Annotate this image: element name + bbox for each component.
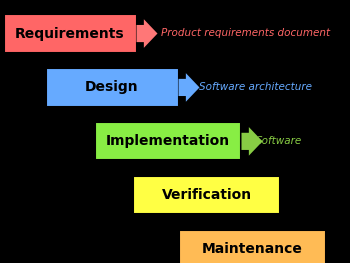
Text: Requirements: Requirements [15,27,125,41]
Text: Maintenance: Maintenance [202,242,302,256]
FancyArrow shape [241,127,262,156]
FancyBboxPatch shape [133,176,280,214]
Text: Software architecture: Software architecture [199,82,313,92]
FancyBboxPatch shape [4,14,136,53]
Text: Verification: Verification [161,188,252,202]
FancyBboxPatch shape [46,68,178,107]
FancyArrow shape [136,19,158,48]
Text: Software: Software [256,136,302,146]
FancyBboxPatch shape [178,230,326,263]
FancyBboxPatch shape [94,122,241,160]
Text: Design: Design [85,80,139,94]
FancyArrow shape [178,73,199,102]
Text: Implementation: Implementation [106,134,230,148]
Text: Product requirements document: Product requirements document [161,28,330,38]
